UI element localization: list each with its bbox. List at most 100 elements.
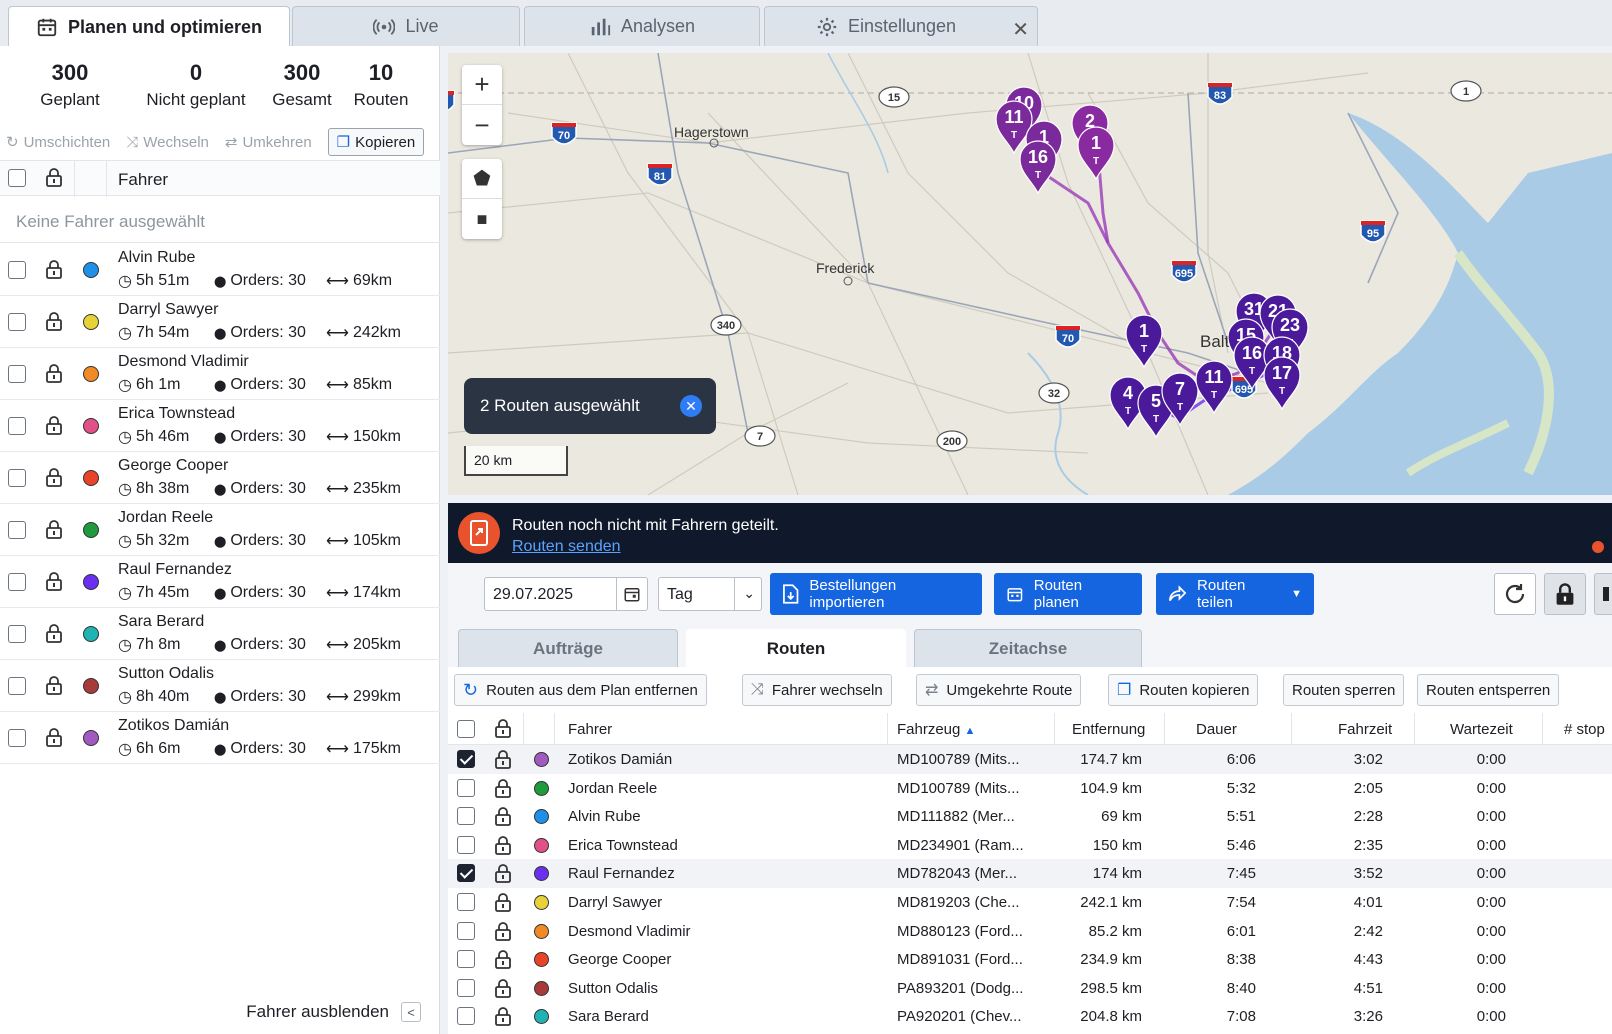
route-stop-pin[interactable]: 7T (1161, 372, 1199, 427)
chevron-left-icon[interactable]: < (401, 1002, 421, 1022)
tab-live[interactable]: Live (292, 6, 520, 46)
tab-einstellungen[interactable]: Einstellungen ✕ (764, 6, 1038, 46)
row-checkbox[interactable] (457, 778, 475, 797)
driver-row[interactable]: Zotikos Damián ◷ 6h 6m ⬤ Orders: 30 ⟷ 175km (0, 711, 440, 764)
route-stop-pin[interactable]: 1T (1077, 126, 1115, 181)
reverse-route-button[interactable]: ⇄ Umgekehrte Route (916, 674, 1082, 706)
kopieren-button[interactable]: ❐ Kopieren (327, 128, 425, 156)
remove-routes-button[interactable]: ↻ Routen aus dem Plan entfernen (454, 674, 707, 706)
driver-checkbox[interactable] (8, 573, 26, 591)
table-row[interactable]: Jordan Reele MD100789 (Mits... 104.9 km 5:3… (448, 774, 1612, 803)
driver-checkbox[interactable] (8, 625, 26, 643)
driver-row[interactable]: Alvin Rube ◷ 5h 51m ⬤ Orders: 30 ⟷ 69km (0, 243, 440, 296)
lock-icon[interactable] (45, 363, 63, 383)
driver-row[interactable]: Jordan Reele ◷ 5h 32m ⬤ Orders: 30 ⟷ 105km (0, 503, 440, 556)
row-checkbox[interactable] (457, 750, 475, 768)
driver-checkbox[interactable] (8, 729, 26, 747)
tab-planen[interactable]: Planen und optimieren (8, 6, 290, 47)
route-stop-pin[interactable]: 17 T (1263, 356, 1301, 411)
tab-routen[interactable]: Routen (686, 629, 906, 667)
driver-checkbox[interactable] (8, 521, 26, 539)
lock-icon[interactable] (45, 311, 63, 331)
tab-zeitachse[interactable]: Zeitachse (914, 629, 1142, 667)
wechseln-button[interactable]: ⤨ Wechseln (126, 134, 209, 151)
plan-routes-button[interactable]: Routen planen (994, 573, 1142, 615)
zoom-in-button[interactable]: + (462, 65, 502, 105)
table-row[interactable]: Alvin Rube MD111882 (Mer... 69 km 5:51 2:28 0… (448, 802, 1612, 831)
unlock-routes-button[interactable]: Routen entsperren (1417, 674, 1560, 706)
copy-routes-button[interactable]: ❐ Routen kopieren (1108, 674, 1259, 706)
umschichten-button[interactable]: ↻ Umschichten (6, 133, 110, 152)
col-fahrer[interactable]: Fahrer (568, 721, 613, 738)
col-stops[interactable]: # stop (1564, 721, 1605, 738)
map-canvas[interactable]: Hagerstown Frederick Balt ★ 708115831956… (448, 53, 1612, 495)
calendar-icon[interactable] (623, 585, 641, 608)
driver-row[interactable]: Desmond Vladimir ◷ 6h 1m ⬤ Orders: 30 ⟷ 85km (0, 347, 440, 400)
lock-icon[interactable] (45, 571, 63, 591)
tab-analysen[interactable]: Analysen (524, 6, 760, 46)
col-entfernung[interactable]: Entfernung (1072, 721, 1146, 738)
driver-row[interactable]: Sara Berard ◷ 7h 8m ⬤ Orders: 30 ⟷ 205km (0, 607, 440, 660)
lock-icon[interactable] (494, 892, 512, 912)
table-row[interactable]: Raul Fernandez MD782043 (Mer... 174 km 7:45… (448, 859, 1612, 888)
more-button[interactable] (1594, 573, 1612, 615)
switch-driver-button[interactable]: ⤨ Fahrer wechseln (742, 674, 892, 706)
period-select[interactable]: Tag ⌄ (658, 577, 762, 611)
table-row[interactable]: Darryl Sawyer MD819203 (Che... 242.1 km 7:5… (448, 888, 1612, 917)
table-row[interactable]: Sara Berard PA920201 (Chev... 204.8 km 7:08… (448, 1002, 1612, 1031)
lock-icon[interactable] (494, 718, 512, 738)
driver-checkbox[interactable] (8, 365, 26, 383)
table-row[interactable]: Zotikos Damián MD100789 (Mits... 174.7 km 6… (448, 745, 1612, 774)
row-checkbox[interactable] (457, 835, 475, 854)
lock-icon[interactable] (45, 415, 63, 435)
route-stop-pin[interactable]: 1T (1125, 314, 1163, 369)
draw-rectangle-icon[interactable]: ■ (476, 208, 488, 229)
driver-checkbox[interactable] (8, 677, 26, 695)
driver-row[interactable]: Darryl Sawyer ◷ 7h 54m ⬤ Orders: 30 ⟷ 242km (0, 295, 440, 348)
select-all-checkbox[interactable] (457, 720, 475, 738)
share-routes-button[interactable]: Routen teilen ▼ (1156, 573, 1314, 615)
driver-row[interactable]: Sutton Odalis ◷ 8h 40m ⬤ Orders: 30 ⟷ 299km (0, 659, 440, 712)
clear-selection-icon[interactable]: ✕ (680, 395, 702, 417)
row-checkbox[interactable] (457, 807, 475, 826)
col-fahrzeit[interactable]: Fahrzeit (1338, 721, 1393, 738)
row-checkbox[interactable] (457, 864, 475, 883)
lock-icon[interactable] (45, 623, 63, 643)
select-all-checkbox[interactable] (8, 169, 26, 187)
lock-icon[interactable] (45, 467, 63, 487)
driver-row[interactable]: George Cooper ◷ 8h 38m ⬤ Orders: 30 ⟷ 235km (0, 451, 440, 504)
table-row[interactable]: George Cooper MD891031 (Ford... 234.9 km 8:… (448, 945, 1612, 974)
table-row[interactable]: Desmond Vladimir MD880123 (Ford... 85.2 km… (448, 917, 1612, 946)
lock-icon[interactable] (494, 835, 512, 855)
driver-checkbox[interactable] (8, 261, 26, 279)
driver-checkbox[interactable] (8, 313, 26, 331)
row-checkbox[interactable] (457, 893, 475, 911)
col-wartezeit[interactable]: Wartezeit (1450, 721, 1513, 738)
send-routes-link[interactable]: Routen senden (512, 538, 621, 555)
lock-icon[interactable] (494, 778, 512, 798)
hide-drivers-toggle[interactable]: Fahrer ausblenden < (246, 1002, 421, 1022)
row-checkbox[interactable] (457, 1007, 475, 1026)
row-checkbox[interactable] (457, 921, 475, 940)
driver-row[interactable]: Raul Fernandez ◷ 7h 45m ⬤ Orders: 30 ⟷ 174km (0, 555, 440, 608)
lock-icon[interactable] (45, 519, 63, 539)
col-fahrzeug[interactable]: Fahrzeug ▲ (897, 721, 975, 738)
table-row[interactable]: Erica Townstead MD234901 (Ram... 150 km 5:4… (448, 831, 1612, 860)
route-map[interactable]: Hagerstown Frederick Balt ★ 708115831956… (448, 53, 1612, 495)
lock-routes-button[interactable]: Routen sperren (1283, 674, 1405, 706)
driver-row[interactable]: Erica Townstead ◷ 5h 46m ⬤ Orders: 30 ⟷ 150km (0, 399, 440, 452)
driver-checkbox[interactable] (8, 417, 26, 435)
route-stop-pin[interactable]: 16 T (1019, 140, 1057, 195)
lock-icon[interactable] (45, 167, 63, 187)
table-row[interactable]: Sutton Odalis PA893201 (Dodg... 298.5 km 8:… (448, 974, 1612, 1003)
close-icon[interactable]: ✕ (1012, 19, 1029, 41)
lock-icon[interactable] (45, 675, 63, 695)
lock-icon[interactable] (494, 806, 512, 827)
zoom-out-button[interactable]: − (474, 109, 490, 140)
lock-icon[interactable] (494, 863, 512, 884)
lock-icon[interactable] (45, 727, 63, 747)
lock-icon[interactable] (494, 978, 512, 998)
refresh-button[interactable] (1494, 573, 1536, 615)
lock-all-button[interactable] (1544, 573, 1586, 615)
fahrer-column-header[interactable]: Fahrer (118, 170, 169, 189)
